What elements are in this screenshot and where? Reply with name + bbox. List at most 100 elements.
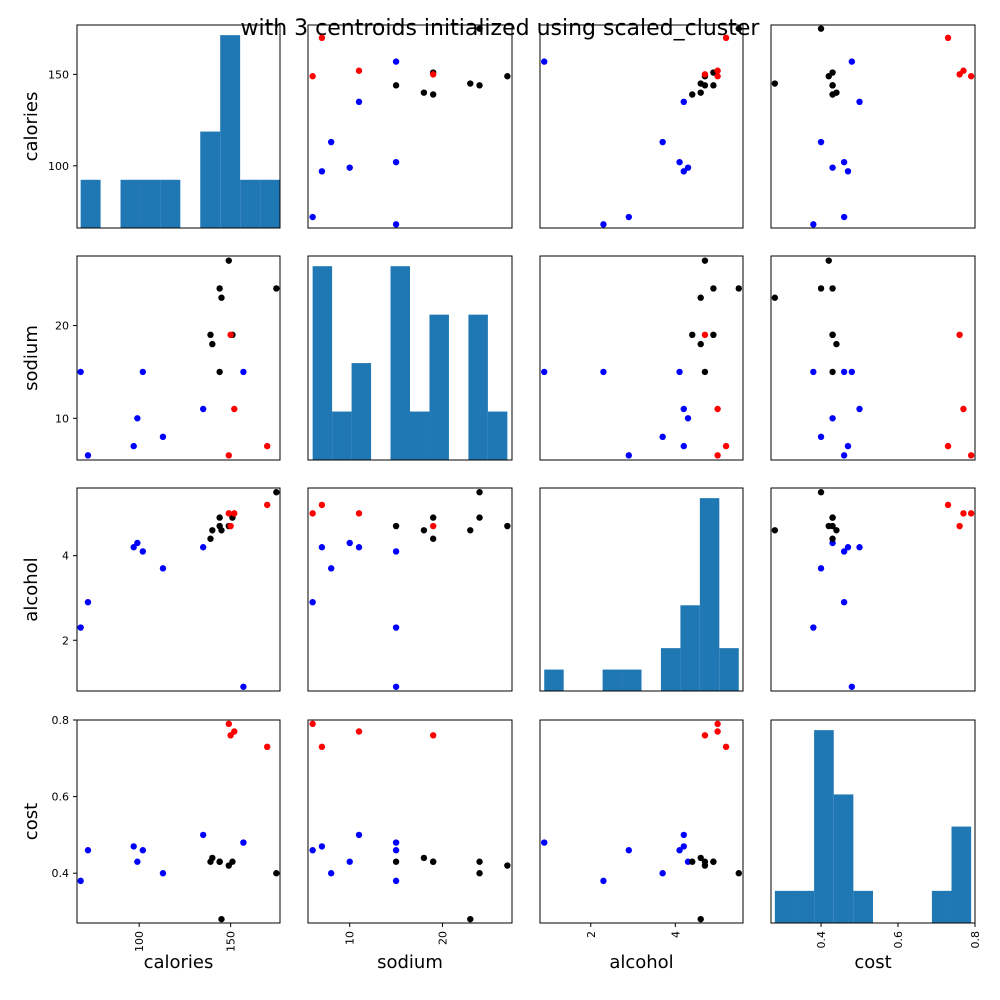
point-calories-vs-sodium-15 — [392, 221, 400, 228]
point-cost-vs-sodium-18 — [309, 847, 316, 854]
point-cost-vs-alcohol-16 — [689, 858, 696, 865]
point-cost-vs-sodium-16 — [429, 858, 437, 865]
point-calories-vs-sodium-9 — [327, 138, 335, 146]
hist-bar-sodium-9 — [487, 411, 508, 460]
point-cost-vs-alcohol-11 — [676, 847, 683, 854]
x-tick-label-cost-0: 0.4 — [815, 931, 828, 949]
x-tick-label-calories-0: 100 — [133, 931, 146, 952]
point-alcohol-vs-sodium-5 — [467, 527, 474, 534]
point-sodium-vs-calories-16 — [207, 331, 214, 339]
point-cost-vs-calories-12 — [199, 831, 207, 839]
point-alcohol-vs-sodium-19 — [318, 544, 326, 551]
y-axis-label-calories: calories — [21, 92, 42, 162]
point-cost-vs-sodium-7 — [504, 862, 511, 869]
point-alcohol-vs-cost-9 — [817, 565, 825, 572]
point-cost-vs-calories-17 — [216, 858, 223, 865]
point-calories-vs-sodium-2 — [392, 58, 400, 65]
point-sodium-vs-cost-0 — [829, 368, 836, 376]
point-sodium-vs-cost-4 — [960, 405, 967, 413]
hist-bar-calories-3 — [140, 179, 161, 228]
point-sodium-vs-cost-13 — [956, 331, 963, 339]
point-sodium-vs-cost-2 — [848, 368, 856, 376]
hist-bar-sodium-4 — [390, 266, 410, 460]
point-alcohol-vs-sodium-17 — [476, 514, 483, 521]
point-alcohol-vs-sodium-10 — [420, 527, 428, 534]
point-calories-vs-sodium-0 — [392, 82, 400, 89]
y-tick-label-alcohol-1: 4 — [62, 550, 69, 563]
point-alcohol-vs-sodium-2 — [392, 683, 400, 690]
y-tick-label-cost-0: 0.4 — [52, 867, 70, 880]
point-calories-vs-sodium-18 — [309, 213, 316, 221]
point-sodium-vs-calories-6 — [273, 285, 280, 292]
point-sodium-vs-alcohol-2 — [541, 368, 548, 376]
point-sodium-vs-alcohol-11 — [676, 368, 683, 376]
point-sodium-vs-calories-17 — [216, 285, 223, 292]
point-cost-vs-calories-14 — [225, 720, 232, 728]
y-tick-label-cost-1: 0.6 — [52, 791, 70, 804]
point-cost-vs-alcohol-9 — [659, 870, 666, 877]
x-tick-label-alcohol-1: 4 — [669, 931, 682, 938]
point-cost-vs-alcohol-3 — [722, 743, 730, 751]
point-alcohol-vs-sodium-16 — [429, 535, 437, 542]
point-cost-vs-alcohol-2 — [541, 839, 548, 846]
hist-bar-calories-8 — [240, 179, 261, 228]
hist-bar-calories-7 — [220, 35, 241, 229]
point-sodium-vs-calories-12 — [199, 405, 207, 413]
point-calories-vs-cost-9 — [817, 138, 825, 146]
point-calories-vs-sodium-3 — [318, 34, 326, 41]
point-alcohol-vs-calories-13 — [227, 522, 234, 530]
point-sodium-vs-calories-13 — [227, 331, 234, 339]
point-sodium-vs-alcohol-17 — [710, 285, 717, 292]
point-calories-vs-cost-12 — [856, 98, 863, 106]
point-sodium-vs-calories-3 — [264, 442, 271, 450]
point-calories-vs-alcohol-6 — [735, 25, 742, 32]
point-alcohol-vs-calories-8 — [134, 539, 141, 547]
point-alcohol-vs-cost-18 — [840, 598, 848, 606]
panel-calories-calories — [76, 24, 281, 229]
point-sodium-vs-alcohol-10 — [697, 340, 704, 348]
point-calories-vs-cost-16 — [829, 91, 836, 98]
hist-bar-calories-2 — [120, 179, 141, 228]
point-cost-vs-alcohol-18 — [625, 847, 633, 854]
point-sodium-vs-alcohol-13 — [701, 331, 709, 339]
x-tick-label-cost-1: 0.6 — [892, 931, 905, 949]
point-sodium-vs-cost-8 — [829, 415, 836, 422]
point-calories-vs-cost-18 — [840, 213, 848, 221]
point-calories-vs-cost-11 — [840, 158, 848, 166]
point-sodium-vs-calories-18 — [84, 452, 92, 459]
point-calories-vs-cost-3 — [944, 34, 952, 41]
point-cost-vs-calories-2 — [240, 839, 247, 846]
point-calories-vs-alcohol-12 — [680, 98, 687, 106]
hist-bar-sodium-5 — [410, 411, 430, 460]
panel-alcohol-sodium — [307, 487, 513, 692]
point-calories-vs-sodium-4 — [355, 67, 363, 74]
hist-bar-alcohol-4 — [622, 669, 642, 691]
panel-sodium-cost — [770, 255, 976, 461]
point-sodium-vs-alcohol-3 — [722, 442, 730, 450]
y-tick-label-sodium-0: 10 — [55, 412, 69, 425]
point-alcohol-vs-cost-2 — [848, 683, 856, 690]
point-sodium-vs-alcohol-6 — [735, 285, 742, 292]
y-tick-label-cost-2: 0.8 — [52, 714, 70, 727]
point-calories-vs-cost-2 — [848, 58, 856, 65]
point-cost-vs-alcohol-12 — [680, 831, 687, 839]
point-cost-vs-calories-6 — [273, 870, 280, 877]
point-calories-vs-sodium-10 — [420, 89, 428, 96]
point-cost-vs-calories-8 — [134, 858, 141, 865]
hist-bar-alcohol-3 — [602, 669, 623, 691]
point-cost-vs-sodium-5 — [467, 915, 474, 923]
x-tick-label-alcohol-0: 2 — [585, 931, 598, 938]
point-cost-vs-sodium-3 — [318, 743, 326, 751]
point-alcohol-vs-sodium-12 — [355, 544, 363, 551]
point-cost-vs-calories-19 — [130, 843, 137, 850]
point-cost-vs-calories-11 — [139, 847, 147, 854]
point-calories-vs-cost-7 — [825, 73, 832, 80]
point-alcohol-vs-cost-15 — [810, 624, 817, 631]
point-sodium-vs-calories-15 — [77, 368, 84, 376]
y-axis-label-alcohol: alcohol — [21, 557, 42, 621]
point-alcohol-vs-sodium-14 — [309, 510, 316, 517]
panel-calories-sodium — [307, 24, 513, 229]
point-sodium-vs-alcohol-18 — [625, 452, 633, 459]
x-tick-label-sodium-0: 10 — [344, 931, 357, 945]
point-sodium-vs-alcohol-7 — [701, 257, 709, 264]
